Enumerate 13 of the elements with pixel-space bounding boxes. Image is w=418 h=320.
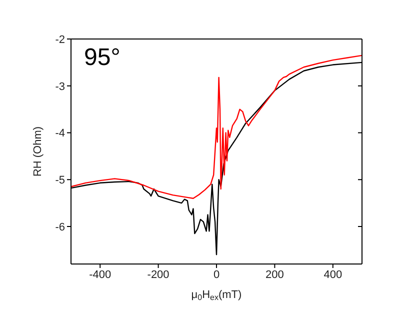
y-tick-label: -2 xyxy=(55,34,65,46)
annotation: 95° xyxy=(84,44,120,72)
x-tick-label: 400 xyxy=(324,268,342,281)
y-tick-label: -5 xyxy=(55,174,65,187)
x-tick-label: -200 xyxy=(147,268,170,281)
x-tick-label: -400 xyxy=(89,268,112,281)
y-tick-label: -6 xyxy=(55,221,65,234)
x-tick-label: 0 xyxy=(213,268,220,281)
y-tick-label: -3 xyxy=(55,80,65,93)
x-tick-label: 200 xyxy=(266,268,284,281)
x-axis-title: μ$_{0}$H$_{ex}$(mT) xyxy=(191,289,242,302)
y-axis-title: RH (Ohm) xyxy=(32,126,44,177)
y-tick-label: -4 xyxy=(55,128,65,140)
